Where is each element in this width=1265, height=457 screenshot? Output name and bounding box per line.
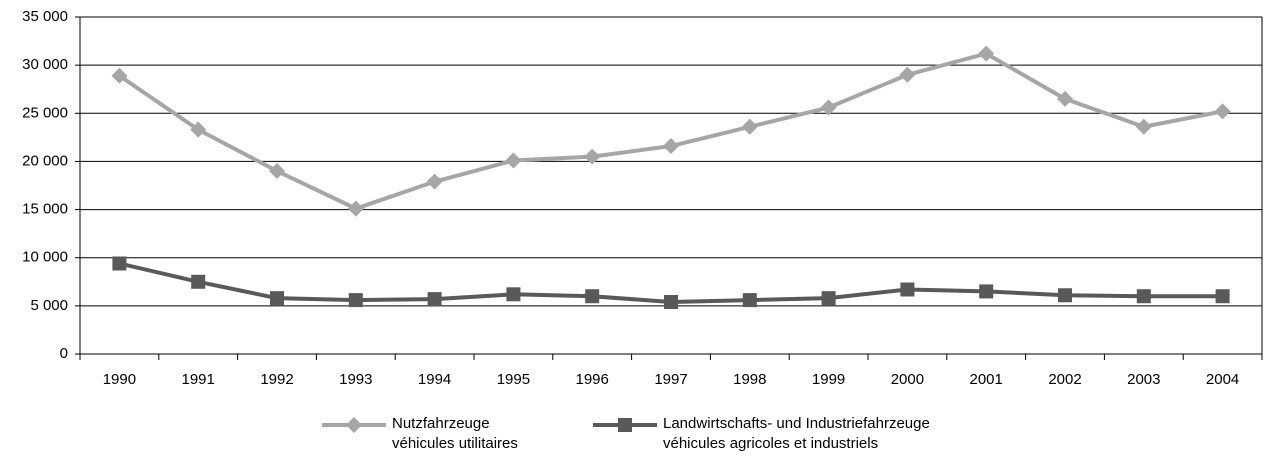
y-tick-label: 0 xyxy=(60,345,68,362)
y-tick-label: 25 000 xyxy=(22,104,68,121)
x-tick-label: 1991 xyxy=(182,371,215,388)
data-point xyxy=(1214,103,1231,120)
data-point xyxy=(427,292,442,307)
data-point xyxy=(505,152,522,169)
data-point xyxy=(663,138,679,155)
data-point xyxy=(191,274,206,289)
data-point xyxy=(900,282,915,297)
data-point xyxy=(1136,289,1151,304)
data-point xyxy=(270,291,284,306)
data-point xyxy=(111,67,128,84)
x-tick-label: 2001 xyxy=(970,371,1003,388)
data-point xyxy=(899,66,916,83)
legend-marker xyxy=(618,418,632,432)
x-tick-label: 1992 xyxy=(260,371,293,388)
series-line xyxy=(118,51,1223,211)
x-tick-label: 1993 xyxy=(339,371,372,388)
x-tick-label: 1997 xyxy=(654,371,687,388)
data-point xyxy=(820,99,837,116)
data-point xyxy=(584,148,601,165)
x-tick-label: 2002 xyxy=(1048,371,1081,388)
data-point xyxy=(585,289,600,304)
legend-marker xyxy=(346,417,362,433)
data-point xyxy=(1057,90,1073,107)
data-point xyxy=(426,173,443,190)
data-point xyxy=(1135,118,1152,135)
data-point xyxy=(664,295,678,310)
data-point xyxy=(190,121,207,138)
x-tick-label: 2004 xyxy=(1206,371,1239,388)
data-point xyxy=(741,118,758,135)
x-tick-label: 2003 xyxy=(1127,371,1160,388)
x-tick-label: 1990 xyxy=(103,371,136,388)
data-point xyxy=(1058,288,1072,303)
data-point xyxy=(112,256,127,271)
y-tick-label: 15 000 xyxy=(22,201,68,218)
data-point xyxy=(821,291,836,306)
y-tick-label: 35 000 xyxy=(22,8,68,25)
x-tick-label: 1995 xyxy=(497,371,530,388)
data-point xyxy=(348,293,363,308)
y-tick-label: 10 000 xyxy=(22,249,68,266)
data-point xyxy=(506,287,521,302)
legend-label: Nutzfahrzeuge véhicules utilitaires xyxy=(392,415,518,452)
y-tick-label: 30 000 xyxy=(22,56,68,73)
x-tick-label: 1994 xyxy=(418,371,451,388)
data-point xyxy=(742,293,757,308)
x-tick-label: 1996 xyxy=(576,371,609,388)
legend-label: Landwirtschafts- und Industriefahrzeuge … xyxy=(663,415,930,452)
x-tick-label: 1999 xyxy=(812,371,845,388)
y-tick-label: 20 000 xyxy=(22,152,68,169)
data-point xyxy=(979,284,994,299)
y-tick-label: 5 000 xyxy=(30,297,68,314)
x-tick-label: 2000 xyxy=(891,371,924,388)
data-point xyxy=(347,200,364,217)
data-point xyxy=(978,45,995,62)
data-point xyxy=(1215,289,1230,304)
x-tick-label: 1998 xyxy=(733,371,766,388)
data-point xyxy=(269,163,285,180)
